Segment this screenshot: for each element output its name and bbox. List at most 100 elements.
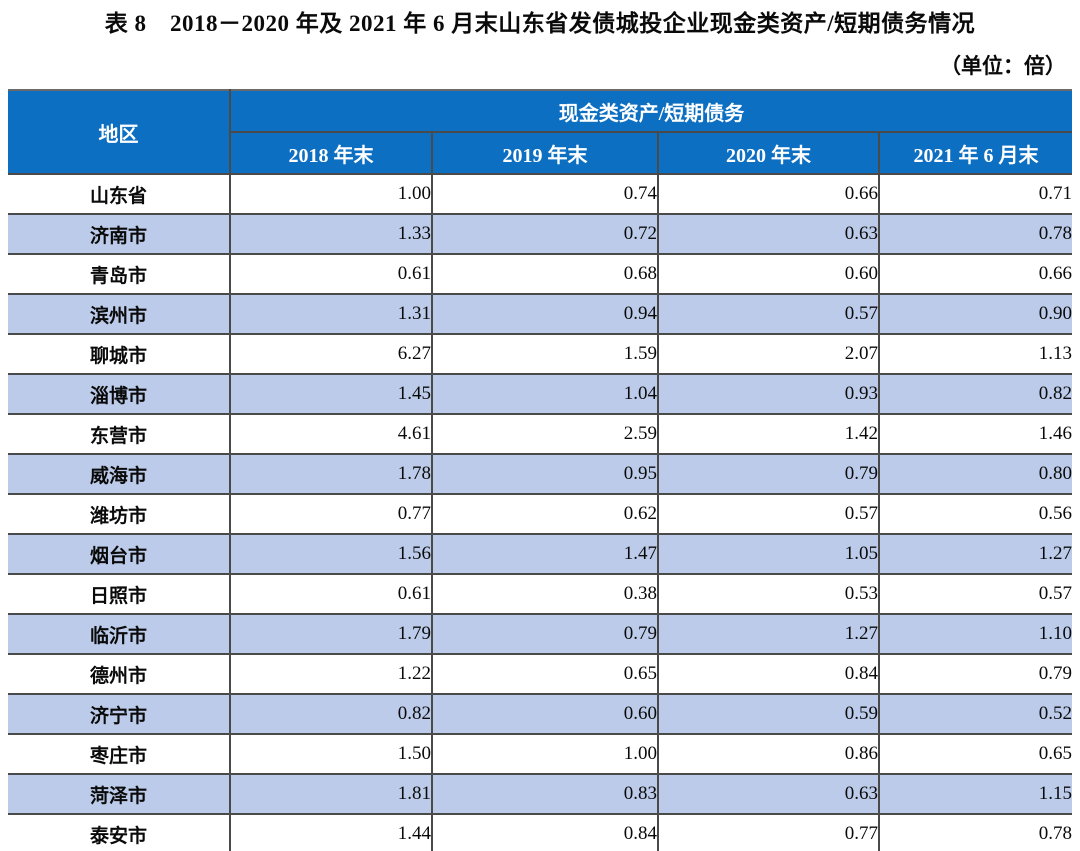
value-cell: 0.93 xyxy=(657,373,880,415)
value-cell: 1.15 xyxy=(878,773,1072,815)
value-cell: 0.52 xyxy=(878,693,1072,735)
region-cell: 聊城市 xyxy=(8,333,231,375)
table-row: 枣庄市 1.50 1.00 0.86 0.65 xyxy=(8,733,1072,775)
value-cell: 0.83 xyxy=(431,773,659,815)
value-cell: 0.86 xyxy=(657,733,880,775)
value-cell: 1.31 xyxy=(229,293,433,335)
region-cell: 潍坊市 xyxy=(8,493,231,535)
region-cell: 日照市 xyxy=(8,573,231,615)
value-cell: 0.57 xyxy=(878,573,1072,615)
region-cell: 济南市 xyxy=(8,213,231,255)
value-cell: 0.84 xyxy=(657,653,880,695)
value-cell: 0.82 xyxy=(878,373,1072,415)
table-row: 山东省 1.00 0.74 0.66 0.71 xyxy=(8,173,1072,215)
value-cell: 0.60 xyxy=(657,253,880,295)
value-cell: 1.13 xyxy=(878,333,1072,375)
unit-note: （单位：倍） xyxy=(940,54,1066,78)
region-cell: 威海市 xyxy=(8,453,231,495)
value-cell: 0.71 xyxy=(878,173,1072,215)
value-cell: 0.79 xyxy=(431,613,659,655)
cash-assets-short-debt-table: 地区 现金类资产/短期债务 2018 年末 2019 年末 2020 年末 20… xyxy=(8,89,1072,851)
table-row: 淄博市 1.45 1.04 0.93 0.82 xyxy=(8,373,1072,415)
value-cell: 0.66 xyxy=(878,253,1072,295)
value-cell: 0.94 xyxy=(431,293,659,335)
header-row-periods: 2018 年末 2019 年末 2020 年末 2021 年 6 月末 xyxy=(8,131,1072,175)
table-row: 聊城市 6.27 1.59 2.07 1.13 xyxy=(8,333,1072,375)
value-cell: 2.59 xyxy=(431,413,659,455)
value-cell: 0.59 xyxy=(657,693,880,735)
column-header-2020: 2020 年末 xyxy=(657,131,880,175)
region-cell: 枣庄市 xyxy=(8,733,231,775)
value-cell: 1.79 xyxy=(229,613,433,655)
table-row: 济宁市 0.82 0.60 0.59 0.52 xyxy=(8,693,1072,735)
value-cell: 1.33 xyxy=(229,213,433,255)
value-cell: 0.77 xyxy=(657,813,880,851)
table-body: 山东省 1.00 0.74 0.66 0.71 济南市 1.33 0.72 0.… xyxy=(8,173,1072,851)
region-cell: 泰安市 xyxy=(8,813,231,851)
value-cell: 1.56 xyxy=(229,533,433,575)
value-cell: 1.50 xyxy=(229,733,433,775)
table-row: 潍坊市 0.77 0.62 0.57 0.56 xyxy=(8,493,1072,535)
value-cell: 1.45 xyxy=(229,373,433,415)
table-row: 威海市 1.78 0.95 0.79 0.80 xyxy=(8,453,1072,495)
table-title: 表 8 2018－2020 年及 2021 年 6 月末山东省发债城投企业现金类… xyxy=(104,11,976,36)
value-cell: 1.27 xyxy=(878,533,1072,575)
value-cell: 0.80 xyxy=(878,453,1072,495)
value-cell: 1.44 xyxy=(229,813,433,851)
value-cell: 0.65 xyxy=(431,653,659,695)
value-cell: 0.60 xyxy=(431,693,659,735)
value-cell: 4.61 xyxy=(229,413,433,455)
column-group-header: 现金类资产/短期债务 xyxy=(229,89,1072,133)
value-cell: 0.82 xyxy=(229,693,433,735)
value-cell: 0.74 xyxy=(431,173,659,215)
value-cell: 6.27 xyxy=(229,333,433,375)
value-cell: 0.56 xyxy=(878,493,1072,535)
region-cell: 临沂市 xyxy=(8,613,231,655)
value-cell: 0.61 xyxy=(229,253,433,295)
value-cell: 1.46 xyxy=(878,413,1072,455)
value-cell: 0.77 xyxy=(229,493,433,535)
value-cell: 1.42 xyxy=(657,413,880,455)
value-cell: 1.04 xyxy=(431,373,659,415)
value-cell: 0.78 xyxy=(878,213,1072,255)
value-cell: 0.57 xyxy=(657,293,880,335)
table-row: 临沂市 1.79 0.79 1.27 1.10 xyxy=(8,613,1072,655)
value-cell: 1.47 xyxy=(431,533,659,575)
table-row: 泰安市 1.44 0.84 0.77 0.78 xyxy=(8,813,1072,851)
table-row: 烟台市 1.56 1.47 1.05 1.27 xyxy=(8,533,1072,575)
value-cell: 1.00 xyxy=(431,733,659,775)
value-cell: 0.84 xyxy=(431,813,659,851)
value-cell: 0.66 xyxy=(657,173,880,215)
table-row: 青岛市 0.61 0.68 0.60 0.66 xyxy=(8,253,1072,295)
value-cell: 0.38 xyxy=(431,573,659,615)
value-cell: 1.81 xyxy=(229,773,433,815)
value-cell: 0.53 xyxy=(657,573,880,615)
column-header-2021h1: 2021 年 6 月末 xyxy=(878,131,1072,175)
value-cell: 1.78 xyxy=(229,453,433,495)
value-cell: 0.65 xyxy=(878,733,1072,775)
table-row: 日照市 0.61 0.38 0.53 0.57 xyxy=(8,573,1072,615)
region-cell: 济宁市 xyxy=(8,693,231,735)
table-row: 菏泽市 1.81 0.83 0.63 1.15 xyxy=(8,773,1072,815)
value-cell: 1.05 xyxy=(657,533,880,575)
value-cell: 1.27 xyxy=(657,613,880,655)
value-cell: 0.57 xyxy=(657,493,880,535)
table-row: 济南市 1.33 0.72 0.63 0.78 xyxy=(8,213,1072,255)
value-cell: 0.90 xyxy=(878,293,1072,335)
value-cell: 0.63 xyxy=(657,773,880,815)
value-cell: 0.95 xyxy=(431,453,659,495)
region-cell: 东营市 xyxy=(8,413,231,455)
table-header: 地区 现金类资产/短期债务 2018 年末 2019 年末 2020 年末 20… xyxy=(8,89,1072,175)
value-cell: 0.62 xyxy=(431,493,659,535)
value-cell: 0.78 xyxy=(878,813,1072,851)
region-cell: 菏泽市 xyxy=(8,773,231,815)
region-cell: 山东省 xyxy=(8,173,231,215)
value-cell: 1.10 xyxy=(878,613,1072,655)
region-cell: 青岛市 xyxy=(8,253,231,295)
value-cell: 0.68 xyxy=(431,253,659,295)
value-cell: 1.59 xyxy=(431,333,659,375)
table-row: 德州市 1.22 0.65 0.84 0.79 xyxy=(8,653,1072,695)
column-header-2019: 2019 年末 xyxy=(431,131,659,175)
region-cell: 滨州市 xyxy=(8,293,231,335)
